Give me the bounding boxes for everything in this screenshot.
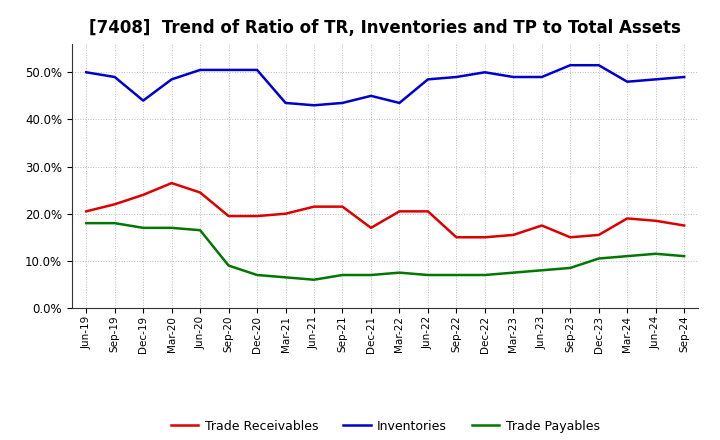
Trade Payables (110, 220, 119, 226)
Trade Receivables (480, 235, 489, 240)
Inventories (395, 100, 404, 106)
Line: Inventories: Inventories (86, 65, 684, 105)
Trade Receivables (366, 225, 375, 231)
Trade Payables (395, 270, 404, 275)
Trade Payables (652, 251, 660, 257)
Title: [7408]  Trend of Ratio of TR, Inventories and TP to Total Assets: [7408] Trend of Ratio of TR, Inventories… (89, 19, 681, 37)
Inventories (652, 77, 660, 82)
Trade Receivables (595, 232, 603, 238)
Trade Receivables (566, 235, 575, 240)
Trade Receivables (680, 223, 688, 228)
Trade Payables (680, 253, 688, 259)
Inventories (366, 93, 375, 99)
Inventories (452, 74, 461, 80)
Trade Receivables (82, 209, 91, 214)
Inventories (282, 100, 290, 106)
Inventories (480, 70, 489, 75)
Trade Payables (338, 272, 347, 278)
Trade Payables (566, 265, 575, 271)
Line: Trade Receivables: Trade Receivables (86, 183, 684, 237)
Trade Receivables (452, 235, 461, 240)
Line: Trade Payables: Trade Payables (86, 223, 684, 280)
Trade Receivables (395, 209, 404, 214)
Inventories (623, 79, 631, 84)
Trade Payables (196, 227, 204, 233)
Trade Receivables (423, 209, 432, 214)
Inventories (680, 74, 688, 80)
Trade Payables (167, 225, 176, 231)
Trade Receivables (253, 213, 261, 219)
Inventories (423, 77, 432, 82)
Trade Receivables (652, 218, 660, 224)
Trade Receivables (338, 204, 347, 209)
Inventories (225, 67, 233, 73)
Legend: Trade Receivables, Inventories, Trade Payables: Trade Receivables, Inventories, Trade Pa… (166, 414, 605, 437)
Inventories (509, 74, 518, 80)
Inventories (566, 62, 575, 68)
Trade Payables (452, 272, 461, 278)
Inventories (196, 67, 204, 73)
Trade Receivables (509, 232, 518, 238)
Trade Payables (480, 272, 489, 278)
Trade Receivables (167, 180, 176, 186)
Trade Receivables (282, 211, 290, 216)
Trade Payables (310, 277, 318, 282)
Trade Payables (423, 272, 432, 278)
Trade Payables (282, 275, 290, 280)
Trade Payables (595, 256, 603, 261)
Trade Receivables (225, 213, 233, 219)
Inventories (595, 62, 603, 68)
Trade Payables (537, 268, 546, 273)
Trade Receivables (537, 223, 546, 228)
Trade Payables (509, 270, 518, 275)
Inventories (338, 100, 347, 106)
Inventories (139, 98, 148, 103)
Inventories (82, 70, 91, 75)
Trade Payables (366, 272, 375, 278)
Inventories (110, 74, 119, 80)
Trade Receivables (110, 202, 119, 207)
Inventories (310, 103, 318, 108)
Inventories (167, 77, 176, 82)
Trade Payables (139, 225, 148, 231)
Inventories (537, 74, 546, 80)
Trade Receivables (310, 204, 318, 209)
Trade Receivables (196, 190, 204, 195)
Inventories (253, 67, 261, 73)
Trade Payables (623, 253, 631, 259)
Trade Receivables (623, 216, 631, 221)
Trade Payables (82, 220, 91, 226)
Trade Payables (253, 272, 261, 278)
Trade Receivables (139, 192, 148, 198)
Trade Payables (225, 263, 233, 268)
